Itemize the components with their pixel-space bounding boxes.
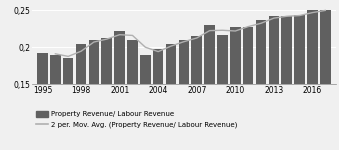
Bar [230, 27, 241, 150]
Bar [204, 25, 215, 150]
Bar [179, 40, 189, 150]
Bar [127, 40, 138, 150]
Bar [88, 40, 99, 150]
Bar [153, 49, 163, 150]
Bar [76, 44, 86, 150]
Bar [192, 36, 202, 150]
Bar [50, 55, 61, 150]
Bar [307, 10, 318, 150]
Bar [217, 35, 228, 150]
Bar [140, 55, 151, 150]
Bar [114, 31, 125, 150]
Bar [256, 20, 266, 150]
Bar [320, 10, 331, 150]
Bar [101, 38, 112, 150]
Bar [63, 58, 74, 150]
Bar [166, 44, 176, 150]
Bar [294, 15, 305, 150]
Legend: Property Revenue/ Labour Revenue, 2 per. Mov. Avg. (Property Revenue/ Labour Rev: Property Revenue/ Labour Revenue, 2 per.… [36, 111, 237, 128]
Bar [37, 53, 48, 150]
Bar [268, 16, 279, 150]
Bar [243, 27, 254, 150]
Bar [281, 16, 292, 150]
